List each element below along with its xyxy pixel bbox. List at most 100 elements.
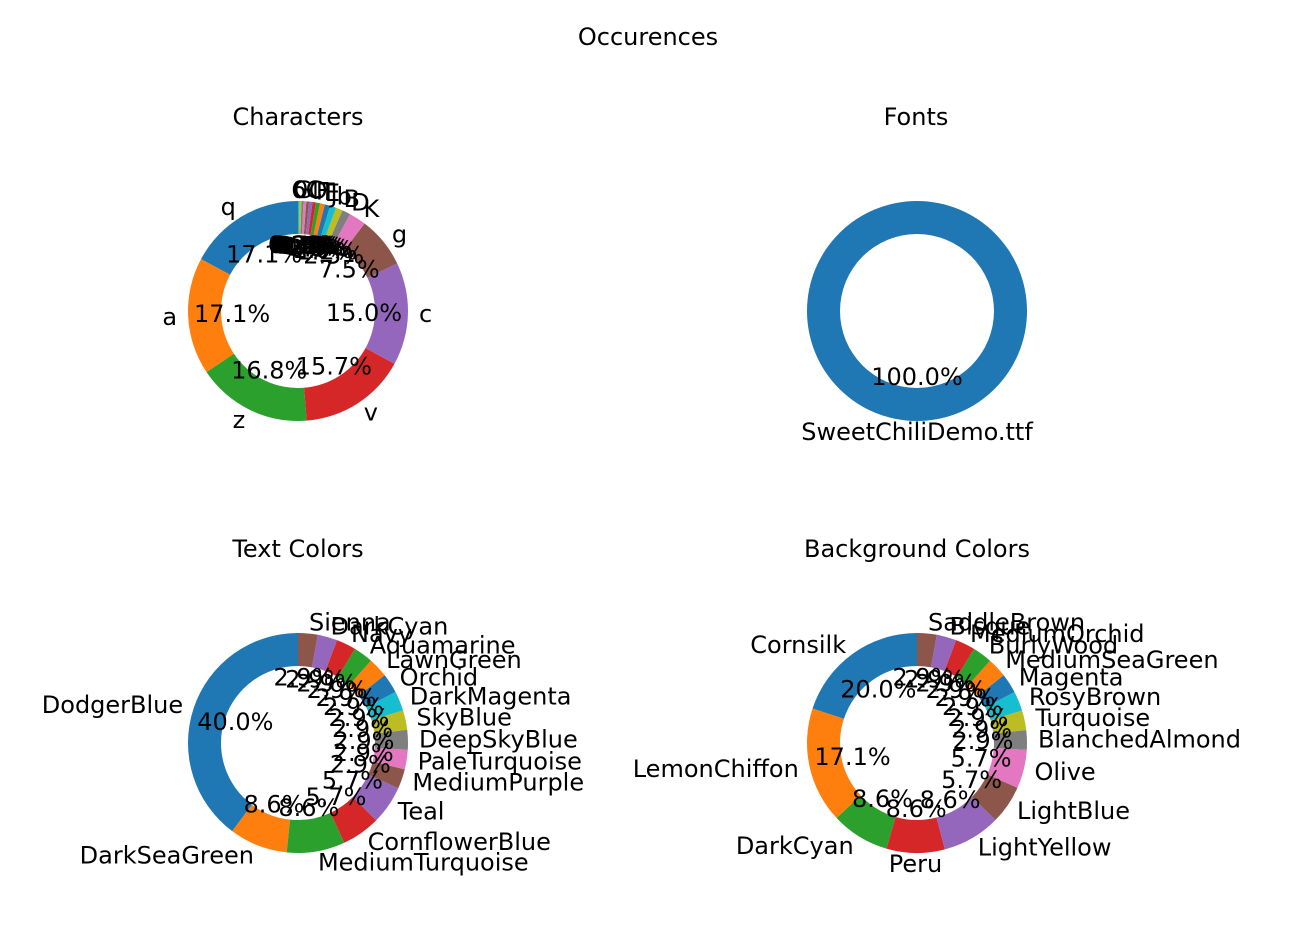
fonts-labels: SweetChiliDemo.ttf 100.0% bbox=[801, 363, 1033, 446]
characters-slice-4 bbox=[365, 263, 408, 364]
background-colors-slice-0 bbox=[812, 633, 917, 719]
figure-suptitle: Occurences bbox=[578, 23, 718, 51]
background-colors-pct-8: 2.9% bbox=[951, 715, 1012, 743]
background-colors-label-8: Turquoise bbox=[1034, 704, 1150, 732]
background-colors-pct-12: 2.9% bbox=[926, 676, 987, 704]
fonts-label-0: SweetChiliDemo.ttf bbox=[801, 418, 1033, 446]
characters-slice-0 bbox=[200, 201, 298, 275]
text-colors-slice-9 bbox=[366, 691, 404, 721]
background-colors-label-15: SaddleBrown bbox=[928, 608, 1085, 636]
characters-pct-16: 0.4% bbox=[272, 231, 333, 259]
background-colors-label-14: Bisque bbox=[950, 612, 1031, 640]
background-colors-slice-1 bbox=[807, 708, 861, 819]
text-colors-slice-1 bbox=[232, 804, 291, 853]
characters-pct-19: 0.2% bbox=[268, 231, 329, 259]
background-colors-pct-11: 2.9% bbox=[935, 684, 996, 712]
background-colors-slice-13 bbox=[944, 640, 974, 678]
characters-pct-7: 1.2% bbox=[296, 238, 357, 266]
text-colors-pct-6: 2.9% bbox=[333, 739, 394, 767]
characters-pct-11: 0.7% bbox=[282, 233, 343, 261]
characters-slice-6 bbox=[334, 214, 365, 250]
background-colors-pct-0: 20.0% bbox=[840, 676, 916, 704]
background-colors-pct-15: 2.9% bbox=[892, 663, 953, 691]
background-colors-pct-2: 8.6% bbox=[852, 785, 913, 813]
text-colors-slice-2 bbox=[286, 812, 345, 853]
characters-slice-1 bbox=[188, 259, 234, 373]
text-colors-slice-3 bbox=[330, 797, 377, 843]
characters-slice-3 bbox=[304, 347, 395, 421]
characters-pct-0: 17.1% bbox=[226, 240, 302, 268]
text-colors-label-0: DodgerBlue bbox=[42, 691, 183, 719]
characters-label-0: q bbox=[221, 193, 236, 221]
text-colors-slices bbox=[188, 633, 408, 853]
text-colors-label-6: PaleTurquoise bbox=[418, 747, 582, 775]
text-colors-pct-7: 2.9% bbox=[333, 727, 394, 755]
text-colors-pct-15: 2.9% bbox=[273, 663, 334, 691]
characters-slice-7 bbox=[329, 210, 351, 244]
text-colors-pct-0: 40.0% bbox=[197, 708, 273, 736]
background-colors-label-2: DarkCyan bbox=[736, 832, 854, 860]
background-colors-slices bbox=[807, 633, 1027, 853]
characters-pct-10: 0.8% bbox=[285, 233, 346, 261]
characters-pct-4: 15.0% bbox=[326, 299, 402, 327]
characters-label-15: O bbox=[309, 176, 328, 204]
text-colors-pct-13: 2.9% bbox=[296, 670, 357, 698]
characters-pct-8: 1.0% bbox=[292, 236, 353, 264]
background-colors-label-3: Peru bbox=[889, 850, 942, 878]
text-colors-pct-14: 2.9% bbox=[285, 665, 346, 693]
background-colors-label-5: LightBlue bbox=[1017, 797, 1130, 825]
background-colors-pct-7: 2.9% bbox=[952, 727, 1013, 755]
background-colors-labels: Cornsilk 20.0% LemonChiffon 17.1% DarkCyan 8.… bbox=[633, 608, 1241, 877]
characters-slice-5 bbox=[344, 223, 398, 278]
background-colors-label-12: BurlyWood bbox=[989, 632, 1118, 660]
background-colors-label-1: LemonChiffon bbox=[633, 755, 799, 783]
fonts-donut-chart: Fonts SweetChiliDemo.ttf 100.0% bbox=[801, 103, 1033, 446]
characters-label-16: C bbox=[306, 176, 323, 204]
background-colors-pct-1: 17.1% bbox=[814, 743, 890, 771]
background-colors-slice-14 bbox=[930, 634, 957, 672]
text-colors-pct-2: 8.6% bbox=[278, 794, 339, 822]
characters-label-13: F bbox=[316, 177, 330, 205]
characters-label-7: D bbox=[351, 188, 369, 216]
background-colors-pct-5: 5.7% bbox=[941, 766, 1002, 794]
text-colors-pct-1: 8.6% bbox=[244, 790, 305, 818]
background-colors-chart-title: Background Colors bbox=[804, 535, 1030, 563]
background-colors-label-13: MediumOrchid bbox=[970, 620, 1145, 648]
characters-label-2: z bbox=[233, 406, 246, 434]
background-colors-pct-13: 2.9% bbox=[915, 670, 976, 698]
characters-chart-title: Characters bbox=[233, 103, 364, 131]
characters-slice-9 bbox=[320, 205, 337, 239]
characters-label-14: l bbox=[312, 177, 319, 205]
background-colors-slice-6 bbox=[987, 747, 1027, 788]
text-colors-slice-15 bbox=[298, 633, 318, 668]
background-colors-label-6: Olive bbox=[1035, 758, 1096, 786]
text-colors-labels: DodgerBlue 40.0% DarkSeaGreen 8.6% MediumTur… bbox=[42, 608, 584, 876]
text-colors-donut-chart: Text Colors DodgerBlue 40.0% DarkSeaGreen 8… bbox=[42, 535, 584, 876]
background-colors-slice-2 bbox=[836, 795, 896, 849]
text-colors-label-10: Orchid bbox=[400, 663, 479, 691]
characters-pct-1: 17.1% bbox=[194, 300, 270, 328]
characters-labels: q 17.1% a 17.1% z 16.8% v 15.7% c 15.0% g 7.5% K 2.5%… bbox=[162, 176, 432, 434]
text-colors-label-14: DarkCyan bbox=[331, 612, 449, 640]
text-colors-label-13: Navy bbox=[351, 620, 412, 648]
characters-slice-16 bbox=[301, 201, 307, 235]
characters-slice-10 bbox=[316, 204, 331, 238]
characters-label-9: b bbox=[337, 182, 352, 210]
background-colors-donut-chart: Background Colors Cornsilk 20.0% LemonChif… bbox=[633, 535, 1241, 878]
text-colors-slice-12 bbox=[337, 648, 371, 686]
text-colors-slice-10 bbox=[358, 675, 396, 708]
text-colors-label-7: DeepSkyBlue bbox=[419, 725, 578, 753]
text-colors-pct-5: 2.9% bbox=[330, 751, 391, 779]
text-colors-pct-4: 5.7% bbox=[322, 766, 383, 794]
text-colors-label-2: MediumTurquoise bbox=[318, 848, 529, 876]
characters-slice-17 bbox=[300, 201, 304, 235]
characters-label-18: 0 bbox=[293, 176, 308, 204]
fonts-pct-0: 100.0% bbox=[871, 363, 963, 391]
background-colors-label-11: MediumSeaGreen bbox=[1005, 646, 1218, 674]
text-colors-chart-title: Text Colors bbox=[231, 535, 363, 563]
characters-pct-14: 0.5% bbox=[275, 231, 336, 259]
text-colors-label-9: DarkMagenta bbox=[410, 683, 572, 711]
text-colors-slice-4 bbox=[352, 774, 399, 821]
text-colors-slice-6 bbox=[372, 747, 408, 770]
text-colors-label-12: Aquamarine bbox=[370, 632, 516, 660]
